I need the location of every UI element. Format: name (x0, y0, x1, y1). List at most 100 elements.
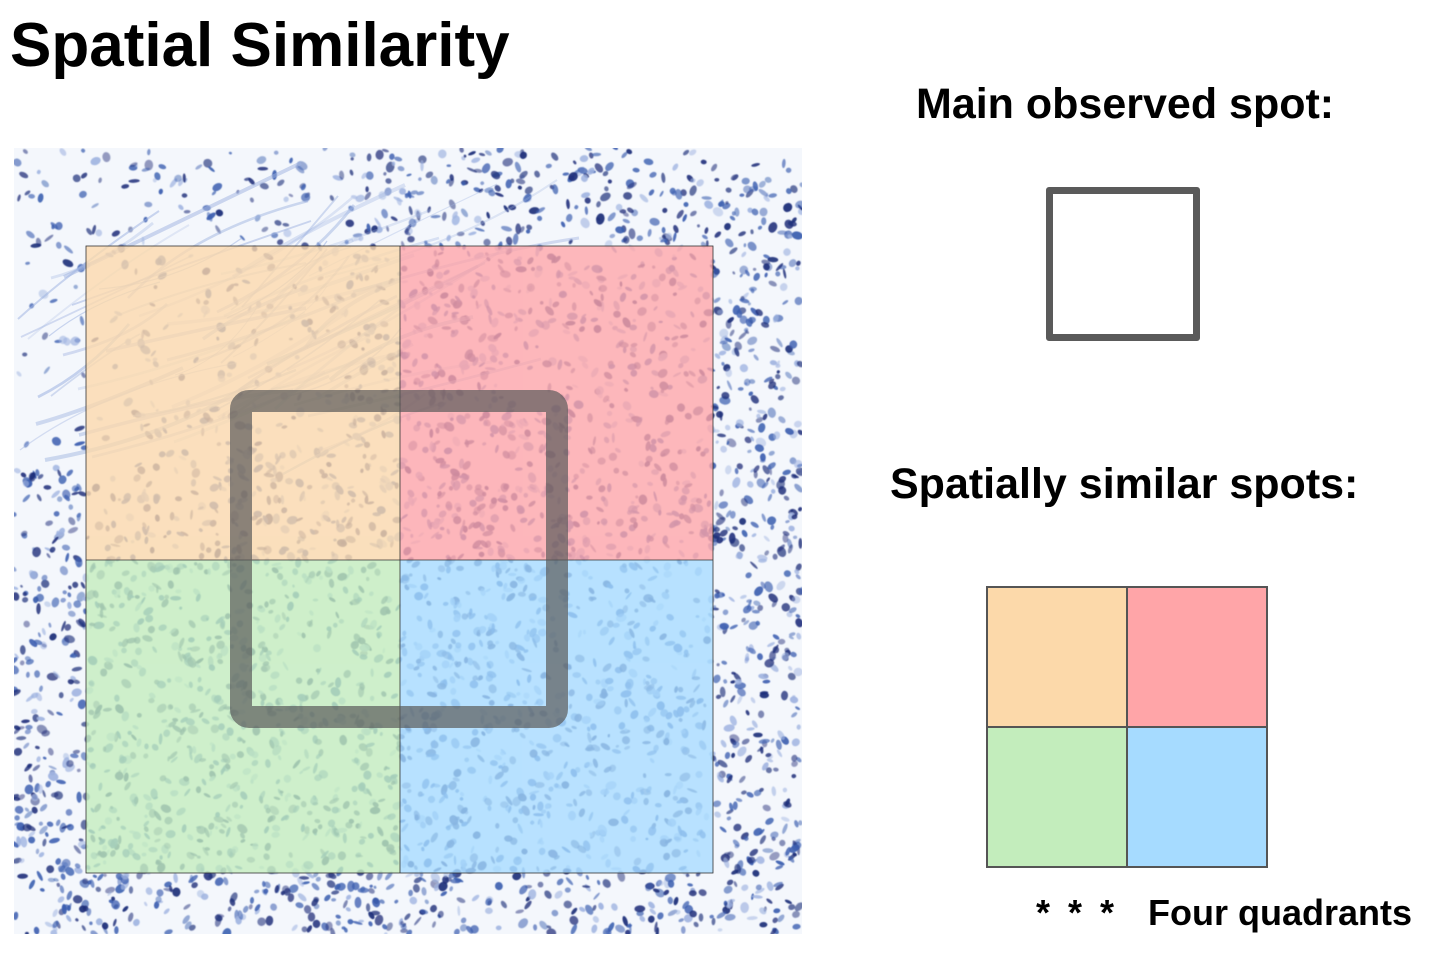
stained-cell (717, 433, 726, 438)
stained-cell (645, 882, 654, 892)
stained-cell (351, 237, 361, 242)
stained-cell (259, 182, 269, 190)
stained-cell (495, 925, 502, 931)
stained-cell (773, 314, 779, 323)
stained-cell (301, 926, 308, 933)
stained-cell (19, 645, 26, 655)
stained-cell (111, 900, 120, 910)
stained-cell (734, 341, 742, 350)
stained-cell (746, 791, 754, 798)
stained-cell (709, 914, 714, 919)
stained-cell (759, 746, 764, 754)
stained-cell (647, 228, 652, 237)
stained-cell (95, 229, 103, 237)
stained-cell (751, 208, 759, 216)
stained-cell (31, 806, 38, 814)
stained-cell (580, 174, 589, 182)
stained-cell (70, 675, 76, 681)
stained-cell (343, 899, 348, 909)
stained-cell (787, 544, 793, 554)
stained-cell (592, 916, 599, 923)
stained-cell (51, 436, 62, 446)
stained-cell (14, 158, 22, 167)
stained-cell (32, 714, 40, 722)
stained-cell (673, 896, 679, 906)
legend-cell-top-right (1127, 587, 1267, 727)
stained-cell (785, 371, 793, 379)
stained-cell (750, 561, 758, 569)
stained-cell (592, 904, 597, 911)
stained-cell (446, 234, 451, 242)
stained-cell (60, 597, 66, 603)
stained-cell (208, 872, 217, 879)
stained-cell (414, 916, 422, 926)
legend-cell-bottom-left (987, 727, 1127, 867)
stained-cell (212, 182, 223, 192)
stained-cell (248, 904, 253, 910)
stained-cell (66, 469, 74, 477)
stained-cell (257, 917, 266, 926)
stained-cell (723, 699, 729, 708)
stained-cell (502, 157, 514, 167)
stained-cell (24, 784, 34, 795)
stained-cell (52, 909, 58, 918)
stained-cell (764, 176, 772, 183)
stained-cell (712, 207, 724, 217)
stained-cell (129, 162, 138, 167)
stained-cell (28, 831, 36, 837)
stained-cell (38, 821, 43, 826)
stained-cell (400, 923, 407, 930)
stained-cell (519, 151, 527, 159)
stained-cell (762, 679, 771, 684)
stained-cell (330, 927, 336, 934)
stained-cell (153, 901, 160, 909)
stained-cell (77, 699, 87, 710)
stained-cell (729, 802, 734, 811)
main-observed-spot (230, 390, 568, 728)
stained-cell (485, 898, 493, 906)
stained-cell (76, 768, 81, 773)
stained-cell (574, 205, 579, 210)
stained-cell (36, 716, 45, 721)
stained-cell (792, 695, 796, 698)
stained-cell (746, 916, 758, 921)
stained-cell (63, 635, 75, 644)
stained-cell (758, 673, 769, 680)
stained-cell (408, 889, 413, 897)
stained-cell (753, 465, 760, 473)
stained-cell (89, 921, 93, 926)
stained-cell (723, 857, 730, 869)
stained-cell (763, 263, 770, 271)
stained-cell (373, 885, 377, 889)
stained-cell (546, 925, 552, 929)
stained-cell (49, 546, 56, 553)
stained-cell (41, 730, 50, 737)
stained-cell (609, 233, 616, 239)
stained-cell (28, 570, 37, 579)
stained-cell (737, 387, 744, 391)
stained-cell (673, 225, 679, 233)
stained-cell (725, 238, 734, 248)
stained-cell (669, 187, 676, 195)
stained-cell (75, 557, 83, 568)
stained-cell (86, 227, 93, 236)
stained-cell (621, 151, 628, 159)
stained-cell (39, 804, 48, 812)
stained-cell (72, 581, 79, 588)
stained-cell (36, 603, 41, 615)
stained-cell (718, 350, 727, 356)
stained-cell (721, 362, 725, 366)
stained-cell (765, 767, 772, 774)
stained-cell (756, 413, 761, 419)
stained-cell (303, 905, 312, 914)
stained-cell (297, 893, 307, 902)
stained-cell (31, 793, 39, 801)
stained-cell (792, 923, 801, 930)
stained-cell (736, 463, 743, 470)
stained-cell (33, 926, 40, 934)
stained-cell (385, 178, 392, 184)
stained-cell (352, 921, 363, 925)
stained-cell (71, 666, 83, 672)
stained-cell (459, 924, 468, 932)
stained-cell (430, 904, 437, 913)
